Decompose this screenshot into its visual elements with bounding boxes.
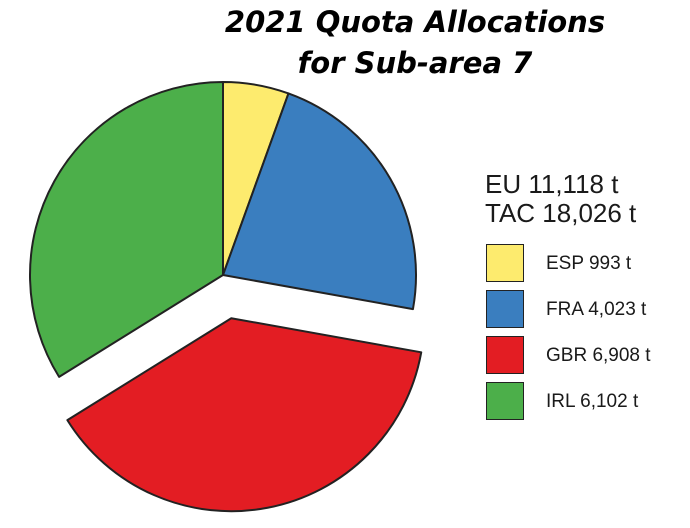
chart-title-line-2: for Sub-area 7 — [297, 46, 533, 80]
chart-title: 2021 Quota Allocations for Sub-area 7 — [205, 2, 625, 84]
pie-slice-gbr — [66, 317, 423, 513]
quota-summary: EU 11,118 t TAC 18,026 t — [485, 170, 636, 228]
legend-swatch-irl — [486, 382, 524, 420]
legend-label-fra: FRA 4,023 t — [546, 299, 647, 320]
legend-label-esp: ESP 993 t — [546, 253, 632, 274]
legend-label-gbr: GBR 6,908 t — [546, 345, 651, 366]
chart-title-line-1: 2021 Quota Allocations — [224, 5, 606, 39]
pie-slice-irl — [29, 81, 224, 378]
legend-label-irl: IRL 6,102 t — [546, 391, 639, 412]
legend-swatch-gbr — [486, 336, 524, 374]
pie-slice-fra — [222, 92, 417, 311]
tac-total: TAC 18,026 t — [485, 198, 637, 228]
legend-swatch-esp — [486, 244, 524, 282]
legend-swatch-fra — [486, 290, 524, 328]
eu-total: EU 11,118 t — [485, 169, 619, 199]
